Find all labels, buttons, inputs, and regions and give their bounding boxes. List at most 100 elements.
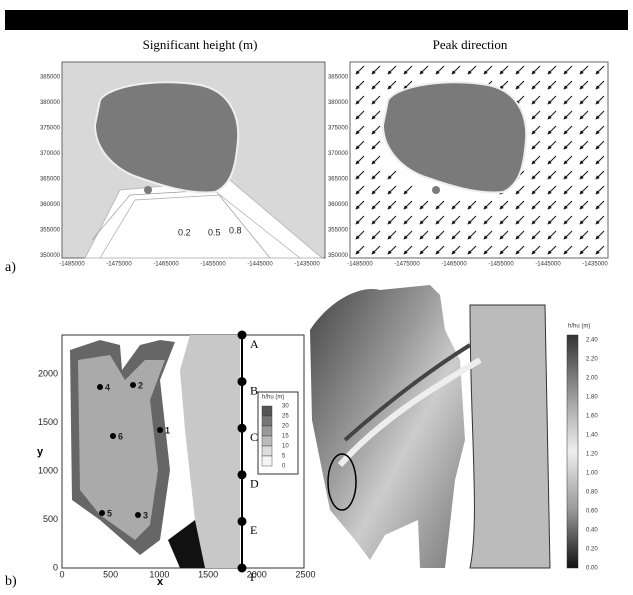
station-point xyxy=(99,510,105,516)
legend-label: 20 xyxy=(282,424,289,430)
x-tick-label: 1500 xyxy=(198,569,218,579)
station-point xyxy=(97,384,103,390)
x-tick-label: -1465000 xyxy=(153,262,179,268)
section-label: B xyxy=(250,383,258,397)
bay-wave-field xyxy=(310,285,465,568)
contour-label: 0.8 xyxy=(229,225,242,235)
y-tick-label: 350000 xyxy=(328,253,349,259)
legend-swatch xyxy=(262,416,272,426)
figure: Significant height (m) Peak direction 0.… xyxy=(0,0,633,590)
y-tick-label: 380000 xyxy=(328,100,349,106)
legend-label: 15 xyxy=(282,434,289,440)
y-tick-label: 355000 xyxy=(328,228,349,234)
header-bar xyxy=(5,10,628,30)
station-label: 6 xyxy=(118,431,123,441)
y-tick-label: 360000 xyxy=(328,202,349,208)
x-tick-label: 2500 xyxy=(295,569,315,579)
station-label: 4 xyxy=(105,382,110,392)
x-tick-label: -1455000 xyxy=(488,262,514,268)
panel-title: Peak direction xyxy=(433,37,508,52)
y-tick-label: 365000 xyxy=(328,177,349,183)
x-tick-label: -1455000 xyxy=(200,262,226,268)
bay-wave-field xyxy=(470,305,550,568)
colorbar-label: 2.40 xyxy=(586,338,598,344)
panel-title: Significant height (m) xyxy=(143,37,258,52)
colorbar xyxy=(567,335,578,568)
legend-label: 30 xyxy=(282,404,289,410)
y-tick-label: 370000 xyxy=(328,151,349,157)
y-axis-label: y xyxy=(37,446,44,458)
islet xyxy=(432,186,440,194)
station-point xyxy=(135,512,141,518)
x-tick-label: -1465000 xyxy=(441,262,467,268)
y-tick-label: 365000 xyxy=(40,177,61,183)
section-point xyxy=(238,331,247,340)
x-tick-label: -1435000 xyxy=(582,262,608,268)
x-tick-label: -1485000 xyxy=(347,262,373,268)
station-label: 1 xyxy=(165,425,170,435)
x-tick-label: 0 xyxy=(59,569,64,579)
colorbar-label: 0.40 xyxy=(586,528,598,534)
islet xyxy=(144,186,152,194)
contour-label: 0.2 xyxy=(178,227,191,237)
colorbar-label: 2.20 xyxy=(586,357,598,363)
x-tick-label: -1485000 xyxy=(59,262,85,268)
x-tick-label: -1435000 xyxy=(294,262,320,268)
legend-swatch xyxy=(262,406,272,416)
panel-label: a) xyxy=(5,260,16,275)
colorbar-label: 2.00 xyxy=(586,376,598,382)
colorbar-label: 1.00 xyxy=(586,471,598,477)
section-point xyxy=(238,564,247,573)
section-label: F xyxy=(250,570,257,584)
y-tick-label: 360000 xyxy=(40,202,61,208)
legend-swatch xyxy=(262,446,272,456)
y-tick-label: 375000 xyxy=(40,126,61,132)
y-tick-label: 380000 xyxy=(40,100,61,106)
section-label: D xyxy=(250,477,259,491)
section-point xyxy=(238,470,247,479)
x-tick-label: -1445000 xyxy=(535,262,561,268)
section-label: E xyxy=(250,523,257,537)
legend-title: h/hu (m) xyxy=(262,395,284,401)
y-tick-label: 350000 xyxy=(40,253,61,259)
y-tick-label: 1500 xyxy=(38,417,58,427)
y-tick-label: 375000 xyxy=(328,126,349,132)
colorbar-label: 0.00 xyxy=(586,566,598,572)
station-point xyxy=(157,427,163,433)
station-point xyxy=(110,433,116,439)
legend-swatch xyxy=(262,436,272,446)
y-tick-label: 2000 xyxy=(38,368,58,378)
colorbar-label: 1.20 xyxy=(586,452,598,458)
legend-label: 25 xyxy=(282,414,289,420)
panel-label: b) xyxy=(5,574,17,589)
station-label: 5 xyxy=(107,508,112,518)
x-tick-label: 1000 xyxy=(149,569,169,579)
section-label: A xyxy=(250,337,259,351)
y-tick-label: 355000 xyxy=(40,228,61,234)
y-tick-label: 1000 xyxy=(38,465,58,475)
y-tick-label: 500 xyxy=(43,514,58,524)
section-point xyxy=(238,424,247,433)
colorbar-label: 0.20 xyxy=(586,547,598,553)
section-point xyxy=(238,377,247,386)
colorbar-label: 1.80 xyxy=(586,395,598,401)
colorbar-label: 1.40 xyxy=(586,433,598,439)
y-tick-label: 385000 xyxy=(328,75,349,81)
y-tick-label: 385000 xyxy=(40,75,61,81)
legend-swatch xyxy=(262,456,272,466)
section-label: C xyxy=(250,430,258,444)
x-tick-label: -1475000 xyxy=(106,262,132,268)
station-point xyxy=(130,382,136,388)
colorbar-label: 0.60 xyxy=(586,509,598,515)
colorbar-label: 0.80 xyxy=(586,490,598,496)
x-tick-label: 500 xyxy=(103,569,118,579)
section-point xyxy=(238,517,247,526)
legend-swatch xyxy=(262,426,272,436)
y-tick-label: 0 xyxy=(53,562,58,572)
y-tick-label: 370000 xyxy=(40,151,61,157)
contour-label: 0.5 xyxy=(208,227,221,237)
x-tick-label: -1445000 xyxy=(247,262,273,268)
station-label: 2 xyxy=(138,380,143,390)
station-label: 3 xyxy=(143,510,148,520)
colorbar-title: h/hu (m) xyxy=(568,324,590,330)
